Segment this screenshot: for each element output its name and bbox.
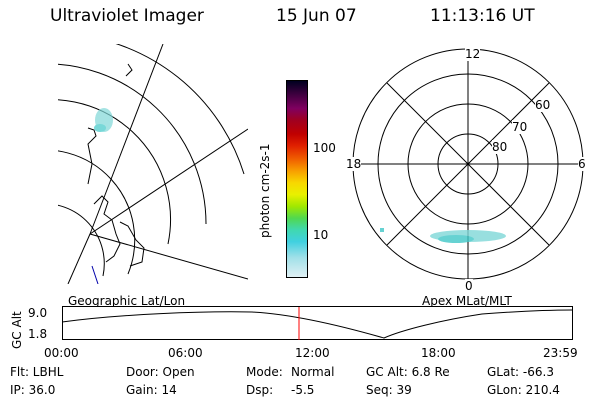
meridian-line [89,128,248,235]
coastline [93,195,121,263]
colorbar [286,80,308,278]
ground-track [91,265,99,284]
mlt-label-18: 18 [346,157,362,171]
altitude-plot [62,306,573,340]
altitude-ytick-low: 1.8 [28,327,48,341]
info-gc-alt: GC Alt: 6.8 Re [366,365,450,379]
info-door: Door: Open [126,365,195,379]
altitude-xtick-2: 12:00 [295,346,330,360]
altitude-xtick-3: 18:00 [421,346,456,360]
meridian-line [89,44,164,235]
altitude-xtick-4: 23:59 [543,346,578,360]
info-mode-value: Normal [291,365,335,379]
mlt-line [386,82,550,246]
mlt-label-12: 12 [465,47,481,61]
colorbar-unit-label: photon cm-2s-1 [258,143,272,239]
coastline [125,63,133,77]
lat-label-80: 80 [492,140,508,154]
lat-label-70: 70 [512,120,528,134]
info-dsp-label: Dsp: [246,383,274,397]
altitude-ylabel: GC Alt [10,311,24,349]
meridian-line [67,233,91,284]
lat-label-60: 60 [535,98,551,112]
polar-map [352,48,584,280]
info-glat: GLat: -66.3 [487,365,554,379]
meridian-line [89,233,248,280]
info-seq: Seq: 39 [366,383,412,397]
instrument-title: Ultraviolet Imager [50,6,204,26]
geographic-map [58,44,248,284]
lat-circle [58,99,171,245]
colorbar-tick-10: 10 [313,228,329,242]
colorbar-tick-100: 100 [313,141,336,155]
coastline [119,221,145,267]
altitude-curve [62,309,573,339]
info-dsp-value: -5.5 [291,383,315,397]
info-gain: Gain: 14 [126,383,177,397]
lat-circle [115,44,245,175]
altitude-ytick-high: 9.0 [28,306,48,320]
altitude-xtick-1: 06:00 [168,346,203,360]
date-label: 15 Jun 07 [276,6,357,26]
altitude-xtick-0: 00:00 [44,346,79,360]
info-filter: Flt: LBHL [10,365,64,379]
info-mode-label: Mode: [246,365,283,379]
coastline [87,127,97,185]
info-ip: IP: 36.0 [10,383,56,397]
geographic-map-label: Geographic Lat/Lon [68,294,186,308]
lat-circle [58,204,105,277]
time-label: 11:13:16 UT [430,6,535,26]
lat-circle [58,63,207,225]
info-glon: GLon: 210.4 [487,383,560,397]
mlt-label-0: 0 [465,279,473,293]
polar-map-label: Apex MLat/MLT [422,294,512,308]
mlt-label-6: 6 [578,157,586,171]
